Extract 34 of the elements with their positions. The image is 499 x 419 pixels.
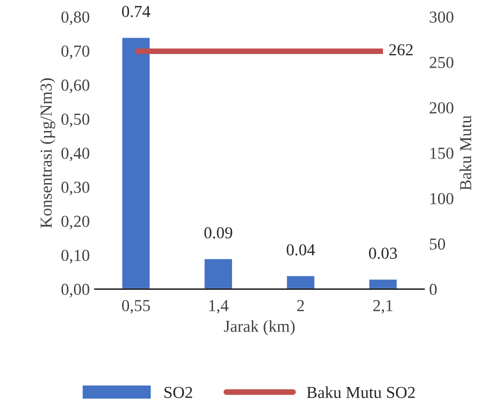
y-tick-label: 0,60 [61, 80, 90, 94]
data-label: 0.03 [369, 248, 397, 259]
data-label: 262 [389, 44, 413, 56]
y2-tick-label: 300 [430, 11, 454, 23]
y-tick-label: 0,80 [61, 11, 90, 26]
bar [120, 36, 152, 290]
y-tick-label: 0,40 [61, 148, 90, 162]
bar [203, 258, 234, 290]
data-label: 0.09 [204, 227, 232, 238]
legend-label: Baku Mutu SO2 [306, 386, 415, 398]
x-axis-title: Jarak (km) [224, 320, 295, 336]
y2-tick-label: 150 [430, 148, 454, 159]
y-tick-label: 0,50 [61, 114, 90, 128]
x-tick-label: 1,4 [209, 300, 228, 314]
y2-tick-label: 200 [430, 102, 454, 114]
legend-label: SO2 [164, 386, 192, 398]
y-tick-label: 0,00 [61, 284, 90, 298]
y-axis-title: Konsentrasi (µg/Nm3) [40, 78, 56, 228]
bar [286, 274, 316, 290]
y-tick-label: 0,10 [61, 250, 90, 264]
y-tick-label: 0,70 [61, 46, 90, 60]
y2-tick-label: 100 [430, 193, 454, 204]
data-label: 0.74 [122, 6, 150, 18]
x-tick-label: 2,1 [373, 300, 392, 314]
y2-tick-label: 50 [430, 238, 446, 250]
bar [368, 278, 398, 290]
y2-tick-label: 250 [430, 56, 454, 68]
y-tick-label: 0,20 [61, 216, 90, 230]
data-label: 0.04 [286, 244, 315, 256]
y2-axis-title: Baku Mutu [460, 115, 472, 190]
x-tick-label: 0,55 [122, 300, 150, 314]
y2-tick-label: 0 [430, 284, 437, 296]
y-tick-label: 0,30 [61, 182, 90, 196]
x-tick-label: 2 [297, 300, 304, 312]
